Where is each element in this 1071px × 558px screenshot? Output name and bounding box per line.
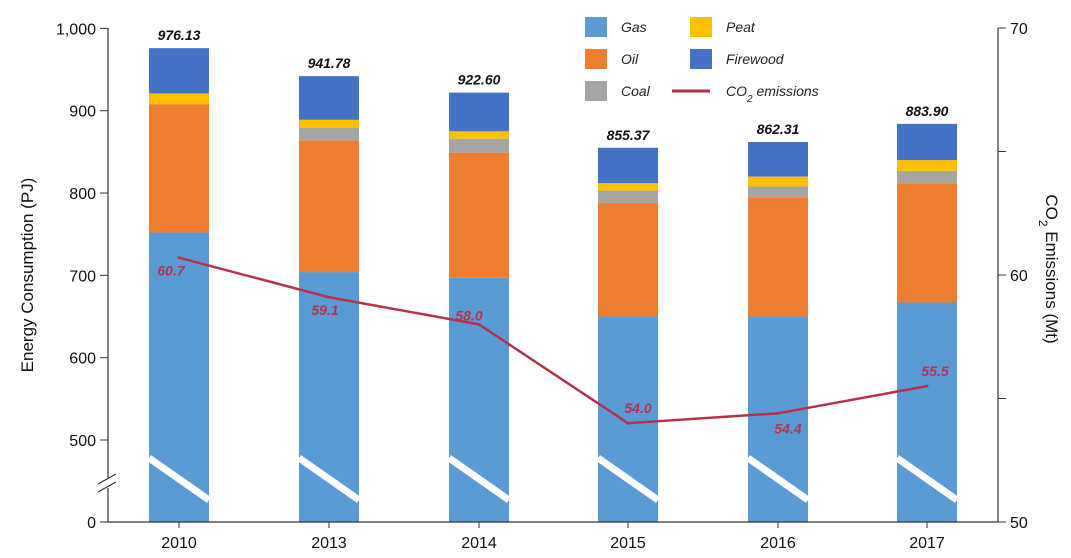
- legend-label-coal: Coal: [621, 83, 651, 99]
- co2-line-layer: [177, 256, 929, 425]
- y-left-tick-label-1000: 1,000: [56, 21, 96, 38]
- bar-gas-2016: [748, 316, 808, 522]
- legend-label-co2: CO2 emissions: [726, 83, 819, 105]
- x-tick-label-2013: 2013: [311, 535, 347, 552]
- bar-oil-2016: [748, 197, 808, 317]
- legend-co2-main: CO: [726, 83, 747, 99]
- y-left-break-gap: [98, 478, 118, 488]
- co2-label-2010: 60.7: [157, 263, 185, 279]
- legend-swatch-gas: [585, 17, 607, 37]
- x-tick-label-2014: 2014: [461, 535, 497, 552]
- bar-peat-2013: [299, 119, 359, 129]
- co2-point-2013: [327, 295, 331, 299]
- bar-oil-2010: [149, 104, 209, 233]
- co2-emissions-line: [178, 256, 928, 425]
- total-label-2015: 855.37: [607, 127, 651, 143]
- y-left-tick-label-0: 0: [87, 515, 96, 532]
- bar-gas-2015: [598, 316, 658, 522]
- bar-firewood-2017: [897, 123, 957, 161]
- legend-label-gas: Gas: [621, 19, 647, 35]
- bar-break-2013: [296, 455, 362, 503]
- co2-label-2014: 58.0: [455, 307, 482, 323]
- bar-peat-2014: [449, 131, 509, 139]
- bar-firewood-2013: [299, 76, 359, 120]
- bar-oil-2017: [897, 183, 957, 303]
- y-left-break-mark-upper: [97, 473, 117, 485]
- legend-co2-sub: 2: [746, 94, 753, 105]
- legend: Gas Peat Oil Firewood Coal CO2 emissions: [585, 17, 819, 105]
- y-left-tick-label-500: 500: [69, 433, 96, 450]
- y-left-tick-label-800: 800: [69, 186, 96, 203]
- bar-firewood-2016: [748, 142, 808, 177]
- y-right-title-main: CO: [1042, 194, 1061, 220]
- legend-label-peat: Peat: [726, 19, 756, 35]
- y-right-title-rest: Emissions (Mt): [1042, 227, 1061, 344]
- legend-swatch-firewood: [690, 49, 712, 69]
- bar-firewood-2015: [598, 147, 658, 184]
- x-tick-label-2010: 2010: [161, 535, 197, 552]
- bar-firewood-2010: [149, 48, 209, 94]
- co2-point-2014: [477, 322, 481, 326]
- y-right-tick-label-60: 60: [1010, 268, 1028, 285]
- total-label-2017: 883.90: [906, 103, 949, 119]
- bars-layer: [149, 48, 957, 523]
- legend-label-firewood: Firewood: [726, 51, 785, 67]
- co2-label-2017: 55.5: [921, 363, 948, 379]
- co2-point-2016: [776, 411, 780, 415]
- y-right-tick-label-70: 70: [1010, 21, 1028, 38]
- labels-layer: 976.13 941.78 922.60 855.37 862.31 883.90 60.7…: [157, 27, 948, 436]
- x-tick-label-2015: 2015: [610, 535, 646, 552]
- y-right-title-sub: 2: [1036, 220, 1050, 227]
- y-left-axis-title: Energy Consumption (PJ): [18, 178, 37, 373]
- co2-label-2015: 54.0: [624, 400, 651, 416]
- co2-point-2015: [626, 421, 630, 425]
- y-right-axis-title: CO2 Emissions (Mt): [1036, 194, 1061, 343]
- co2-label-2016: 54.4: [774, 420, 801, 436]
- y-left-tick-label-700: 700: [69, 268, 96, 285]
- bar-coal-2015: [598, 190, 658, 203]
- bar-break-2017: [894, 455, 960, 503]
- y-right-tick-label-50: 50: [1010, 515, 1028, 532]
- bar-break-2010: [146, 455, 212, 503]
- axes-layer: 2010 2013 2014 2015 2016 2017 0 500 600 700 800 900…: [18, 21, 1061, 552]
- bar-break-2016: [745, 455, 811, 503]
- bar-break-2014: [446, 455, 512, 503]
- bar-gas-2017: [897, 302, 957, 522]
- y-left-break-mark-lower: [97, 481, 117, 493]
- legend-swatch-oil: [585, 49, 607, 69]
- bar-firewood-2014: [449, 92, 509, 132]
- bar-break-2015: [595, 455, 661, 503]
- bar-oil-2015: [598, 202, 658, 317]
- bar-gas-2010: [149, 232, 209, 523]
- bar-peat-2016: [748, 176, 808, 187]
- legend-label-oil: Oil: [621, 51, 639, 67]
- bar-coal-2017: [897, 170, 957, 184]
- co2-point-2010: [177, 256, 181, 260]
- x-tick-label-2017: 2017: [909, 535, 945, 552]
- y-left-tick-label-600: 600: [69, 351, 96, 368]
- bar-peat-2017: [897, 160, 957, 171]
- legend-swatch-coal: [585, 81, 607, 101]
- total-label-2013: 941.78: [308, 55, 351, 71]
- total-label-2010: 976.13: [158, 27, 201, 43]
- bar-coal-2016: [748, 186, 808, 198]
- bar-peat-2010: [149, 93, 209, 105]
- axis-breaks-layer: [146, 455, 960, 503]
- bar-coal-2013: [299, 128, 359, 141]
- legend-swatch-peat: [690, 17, 712, 37]
- bar-oil-2013: [299, 140, 359, 273]
- bar-peat-2015: [598, 183, 658, 191]
- co2-point-2017: [925, 384, 929, 388]
- x-tick-label-2016: 2016: [760, 535, 796, 552]
- total-label-2014: 922.60: [458, 72, 501, 88]
- co2-label-2013: 59.1: [311, 302, 338, 318]
- legend-co2-rest: emissions: [753, 83, 819, 99]
- total-label-2016: 862.31: [757, 121, 800, 137]
- bar-coal-2014: [449, 138, 509, 153]
- bar-oil-2014: [449, 152, 509, 278]
- y-left-tick-label-900: 900: [69, 104, 96, 121]
